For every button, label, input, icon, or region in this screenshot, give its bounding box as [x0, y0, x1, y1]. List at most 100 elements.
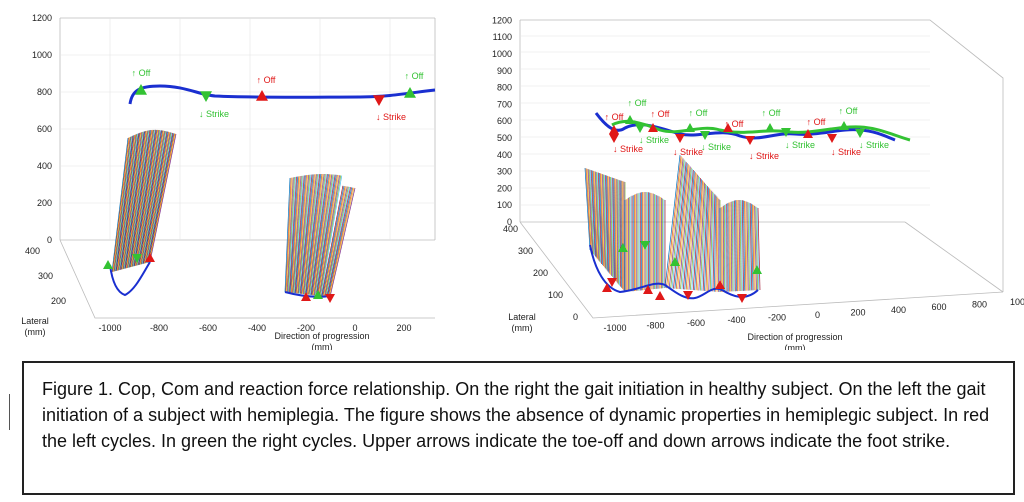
right-force-vector	[695, 180, 703, 291]
left-force-vector	[289, 176, 299, 293]
right-x-tick-label: 400	[891, 305, 906, 315]
left-force-vector	[123, 131, 144, 269]
right-force-vector	[699, 183, 706, 291]
right-force-vector	[604, 174, 608, 271]
left-force-vector	[112, 137, 130, 272]
right-force-vector	[739, 200, 742, 291]
left-force-vector	[296, 175, 307, 294]
right-com-event-label: ↓ Strike	[859, 140, 889, 150]
left-force-vector	[136, 129, 160, 266]
left-force-vector	[318, 175, 340, 296]
left-x-axis-ticks: -1000 -800 -600 -400 -200 0 200	[98, 323, 411, 333]
right-cop-event-marker	[670, 257, 680, 266]
left-com-event-label: ↑ Off	[257, 75, 276, 85]
left-x-tick-label: -800	[150, 323, 168, 333]
right-cop-event-marker	[640, 241, 650, 250]
left-com-event-marker	[200, 91, 212, 102]
right-force-vector	[743, 200, 746, 291]
right-com-event-marker	[839, 121, 849, 130]
left-force-vector	[135, 129, 159, 266]
left-y-tick-label: 400	[25, 246, 40, 256]
figure-caption-box: Figure 1. Cop, Com and reaction force re…	[22, 361, 1015, 495]
right-force-vector	[705, 188, 711, 291]
left-z-axis-ticks: 0 200 400 600 800 1000 1200	[32, 13, 52, 245]
left-force-vector	[143, 131, 169, 264]
left-force-vector	[113, 136, 131, 272]
left-force-vector	[111, 137, 129, 273]
left-force-vector	[287, 177, 295, 293]
right-force-vector	[735, 200, 737, 292]
left-force-vector	[292, 175, 302, 293]
right-force-vector	[746, 201, 749, 291]
right-force-vector	[729, 202, 731, 292]
right-force-vector	[673, 161, 687, 289]
right-force-vector	[734, 200, 736, 292]
left-com-event-label: ↑ Off	[405, 71, 424, 81]
left-force-vector	[325, 186, 349, 297]
left-cop-event-marker	[145, 253, 155, 262]
left-cop-event-marker	[301, 292, 311, 301]
left-force-vector	[115, 135, 134, 272]
left-force-vector	[320, 175, 343, 297]
left-force-vector	[128, 130, 150, 268]
left-force-vector	[302, 174, 316, 294]
right-com-event-label: ↑ Off	[689, 108, 708, 118]
right-cop-event-marker	[618, 243, 628, 252]
right-com-event-label: ↑ Off	[605, 112, 624, 122]
left-force-vector	[124, 131, 145, 269]
right-x-axis-label-line2: (mm)	[785, 343, 806, 350]
right-com-event-label: ↑ Off	[807, 117, 826, 127]
right-force-vector	[748, 202, 751, 291]
right-com-event-marker	[648, 123, 658, 132]
right-z-tick-label: 200	[497, 183, 512, 193]
right-com-event-marker	[685, 123, 695, 132]
left-com-event-label: ↑ Off	[132, 68, 151, 78]
right-force-vector	[601, 173, 605, 268]
left-force-vector	[319, 175, 342, 296]
left-force-vector	[316, 174, 337, 296]
left-force-vector	[302, 174, 317, 295]
left-force-vector	[138, 130, 162, 266]
left-force-vector	[295, 175, 306, 294]
left-force-vector	[116, 134, 135, 271]
left-z-tick-label: 600	[37, 124, 52, 134]
left-force-vector	[117, 134, 136, 271]
left-force-vector	[144, 131, 170, 264]
right-z-axis-ticks: 0 100 200 300 400 500 600 700 800 900 1000 1100 1200	[492, 15, 512, 227]
right-force-vector	[599, 173, 603, 266]
left-force-vector	[318, 175, 339, 296]
left-force-vector	[149, 133, 176, 263]
left-z-tick-label: 1000	[32, 50, 52, 60]
right-force-vector	[591, 170, 597, 258]
right-com-event-marker	[765, 123, 775, 132]
right-force-vector	[738, 199, 741, 292]
right-force-vector	[752, 204, 755, 291]
right-y-axis-label-line2: (mm)	[512, 323, 533, 333]
right-force-vector	[709, 191, 714, 292]
left-force-vector	[305, 173, 321, 295]
left-force-vector	[288, 176, 296, 293]
text-cursor	[9, 394, 10, 430]
left-force-vector	[125, 131, 146, 269]
right-y-tick-label: 400	[503, 224, 518, 234]
right-y-tick-label: 100	[548, 290, 563, 300]
right-com-event-marker	[609, 134, 619, 143]
left-force-vectors	[111, 129, 356, 298]
right-force-vector	[677, 165, 690, 289]
right-com-event-label: ↑ Off	[628, 98, 647, 108]
right-force-vector	[607, 175, 611, 274]
right-force-vector	[697, 181, 704, 291]
right-com-event-label: ↓ Strike	[639, 135, 669, 145]
left-force-vector	[129, 130, 152, 268]
right-com-event-label: ↑ Off	[725, 119, 744, 129]
left-y-axis-ticks: 200 300 400	[25, 246, 66, 306]
right-com-event-marker	[803, 129, 813, 138]
left-force-vector	[139, 130, 165, 265]
left-com-trajectory	[128, 84, 436, 105]
right-z-tick-label: 1200	[492, 15, 512, 25]
left-force-vector	[323, 186, 347, 297]
left-force-vector	[309, 174, 327, 295]
left-force-vector	[147, 133, 174, 263]
right-force-vector	[711, 193, 715, 292]
right-z-tick-label: 1000	[492, 49, 512, 59]
